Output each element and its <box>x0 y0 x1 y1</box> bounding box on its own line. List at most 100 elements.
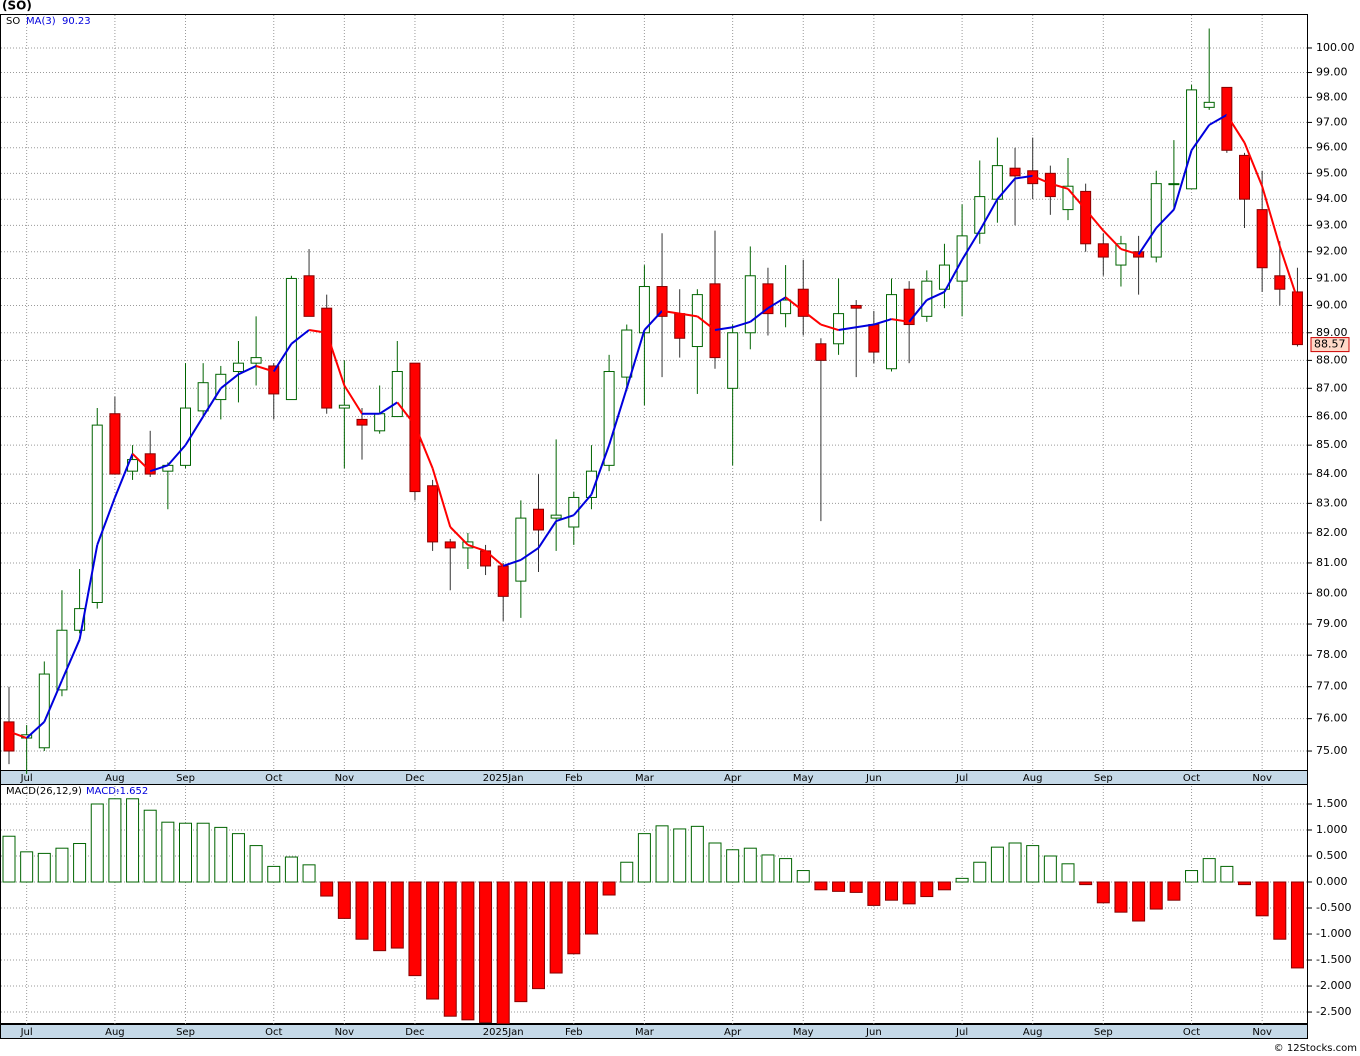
candle-body <box>1009 167 1021 177</box>
y-tick-label: -2.500 <box>1316 1005 1351 1018</box>
y-tick-label: 96.00 <box>1316 141 1348 154</box>
macd-bar <box>708 842 722 883</box>
y-tick-label: -2.000 <box>1316 979 1351 992</box>
ma-line <box>1172 150 1193 210</box>
ma-line <box>8 730 27 739</box>
y-tick-label: 79.00 <box>1316 617 1348 630</box>
ma-line <box>891 318 910 323</box>
x-tick-label: Sep <box>1094 773 1113 784</box>
ma-line <box>96 497 116 546</box>
macd-bar <box>20 851 34 883</box>
ma-line <box>1137 227 1158 255</box>
macd-bar <box>1114 881 1128 913</box>
candle-body <box>56 629 68 691</box>
x-tick-label: Jul <box>20 1027 33 1038</box>
macd-bar <box>973 861 987 883</box>
y-tick-label: 99.00 <box>1316 66 1348 79</box>
candle-body <box>515 517 527 582</box>
y-tick-label: 88.00 <box>1316 353 1348 366</box>
x-tick-label: Feb <box>565 1027 583 1038</box>
footer: © 12Stocks.com <box>1274 1043 1357 1054</box>
candle-body <box>533 508 544 531</box>
candle-body <box>197 382 209 412</box>
macd-bar <box>814 881 828 891</box>
x-tick-label: May <box>793 773 814 784</box>
macd-bar <box>1043 855 1057 883</box>
candle-body <box>656 286 668 317</box>
y-tick-label: -1.000 <box>1316 927 1351 940</box>
ma-line <box>325 332 346 386</box>
x-tick-label: Sep <box>176 1027 195 1038</box>
ma-line <box>714 326 733 332</box>
macd-value: -1.652 <box>116 786 148 797</box>
chart-title: (SO) <box>2 0 32 13</box>
x-tick-label: Aug <box>105 1027 125 1038</box>
ma-line <box>272 343 293 373</box>
ma-line <box>1067 188 1087 211</box>
candle-body <box>1150 183 1162 258</box>
macd-bar <box>602 881 616 896</box>
candle-body <box>391 371 403 418</box>
candle-body <box>1133 251 1145 258</box>
macd-bar <box>214 826 228 883</box>
macd-bar <box>690 825 704 883</box>
y-tick-label: 93.00 <box>1316 218 1348 231</box>
candle-body <box>109 413 121 475</box>
ma-line <box>379 401 398 415</box>
ma-line <box>1155 208 1175 229</box>
candle-body <box>356 418 368 426</box>
ma-line <box>820 323 839 331</box>
macd-bar <box>637 833 651 883</box>
candle-body <box>1239 154 1250 200</box>
x-tick-label: Jul <box>20 773 33 784</box>
y-tick-label: 84.00 <box>1316 467 1348 480</box>
macd-bar <box>867 881 881 906</box>
y-tick-label: 77.00 <box>1316 680 1348 693</box>
month-strip <box>0 1024 1308 1039</box>
y-tick-label: 0.500 <box>1316 849 1348 862</box>
ma-line <box>220 373 240 390</box>
last-price-box <box>1310 337 1350 353</box>
candle-body <box>744 275 756 334</box>
macd-bar <box>1008 842 1022 883</box>
ma-line <box>1243 142 1264 187</box>
ma-line <box>1014 174 1033 180</box>
macd-bar <box>161 821 175 883</box>
candle-body <box>3 721 15 752</box>
ma-line <box>1208 113 1228 126</box>
y-tick-label: 86.00 <box>1316 410 1348 423</box>
ma-line <box>520 547 540 561</box>
x-tick-label: Mar <box>635 773 655 784</box>
candle-body <box>1203 101 1215 108</box>
macd-bar <box>990 846 1004 883</box>
candle-body <box>1291 291 1303 346</box>
ma-line <box>431 467 452 528</box>
x-tick-label: 2025Jan <box>483 773 524 784</box>
y-tick-label: 98.00 <box>1316 90 1348 103</box>
macd-bar <box>726 849 740 883</box>
candle-body <box>232 362 244 373</box>
x-tick-label: Jul <box>955 773 968 784</box>
candle-body <box>74 608 86 631</box>
candle-body <box>674 313 686 339</box>
ma-line <box>856 323 875 329</box>
x-tick-label: Apr <box>724 1027 742 1038</box>
x-tick-label: Dec <box>405 773 424 784</box>
ma-line <box>1190 124 1211 151</box>
candle-body <box>374 413 386 432</box>
y-tick-label: 100.00 <box>1316 41 1355 54</box>
ma-line <box>238 365 257 376</box>
ma-line <box>555 514 575 523</box>
ma-value: 90.23 <box>62 16 91 27</box>
y-tick-label: 76.00 <box>1316 712 1348 725</box>
x-tick-label: Aug <box>105 773 125 784</box>
candle-body <box>91 424 103 603</box>
macd-bar <box>1026 845 1040 883</box>
ma-line <box>1261 185 1281 247</box>
macd-bar <box>496 881 510 1024</box>
y-tick-label: 91.00 <box>1316 271 1348 284</box>
candle-body <box>303 275 315 317</box>
x-tick-label: Jun <box>865 773 882 784</box>
macd-bar <box>955 877 969 883</box>
